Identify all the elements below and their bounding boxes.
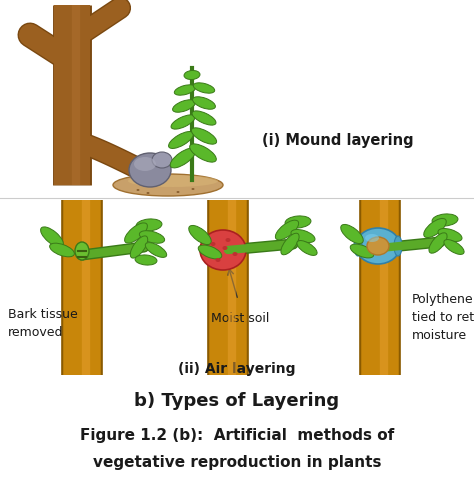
Ellipse shape bbox=[192, 97, 215, 109]
Ellipse shape bbox=[297, 241, 317, 255]
Ellipse shape bbox=[191, 188, 194, 190]
Ellipse shape bbox=[41, 227, 64, 247]
Text: vegetative reproduction in plants: vegetative reproduction in plants bbox=[93, 455, 381, 470]
Ellipse shape bbox=[285, 216, 311, 228]
Ellipse shape bbox=[291, 230, 315, 243]
Ellipse shape bbox=[171, 115, 195, 129]
Ellipse shape bbox=[189, 226, 211, 245]
Ellipse shape bbox=[174, 85, 196, 95]
Ellipse shape bbox=[210, 242, 216, 246]
Ellipse shape bbox=[146, 192, 149, 194]
Ellipse shape bbox=[184, 70, 200, 79]
Ellipse shape bbox=[233, 252, 237, 256]
Ellipse shape bbox=[275, 220, 299, 240]
Ellipse shape bbox=[216, 258, 220, 262]
Ellipse shape bbox=[170, 148, 196, 168]
Text: (i) Mound layering: (i) Mound layering bbox=[262, 132, 414, 147]
Text: Bark tissue
removed: Bark tissue removed bbox=[8, 308, 78, 339]
Ellipse shape bbox=[137, 189, 139, 191]
Ellipse shape bbox=[367, 237, 389, 255]
Ellipse shape bbox=[222, 246, 228, 250]
Ellipse shape bbox=[192, 111, 216, 125]
Ellipse shape bbox=[125, 223, 147, 243]
Ellipse shape bbox=[152, 152, 172, 168]
Ellipse shape bbox=[129, 153, 171, 187]
Ellipse shape bbox=[438, 229, 462, 242]
Ellipse shape bbox=[190, 144, 216, 162]
Text: Figure 1.2 (b):  Artificial  methods of: Figure 1.2 (b): Artificial methods of bbox=[80, 428, 394, 443]
Ellipse shape bbox=[198, 245, 222, 259]
Ellipse shape bbox=[429, 233, 447, 253]
Ellipse shape bbox=[136, 219, 162, 231]
Ellipse shape bbox=[173, 100, 195, 112]
Ellipse shape bbox=[113, 174, 223, 196]
Text: b) Types of Layering: b) Types of Layering bbox=[135, 392, 339, 410]
Ellipse shape bbox=[130, 236, 148, 258]
Ellipse shape bbox=[200, 230, 246, 270]
Ellipse shape bbox=[444, 240, 464, 254]
Ellipse shape bbox=[134, 157, 156, 171]
Ellipse shape bbox=[226, 238, 230, 242]
Ellipse shape bbox=[354, 236, 362, 256]
Ellipse shape bbox=[139, 231, 164, 244]
Ellipse shape bbox=[356, 228, 400, 264]
Ellipse shape bbox=[191, 128, 217, 144]
Ellipse shape bbox=[75, 242, 89, 260]
Ellipse shape bbox=[341, 224, 363, 244]
Ellipse shape bbox=[365, 234, 379, 242]
Text: Moist soil: Moist soil bbox=[211, 312, 269, 325]
Text: Polythene
tied to retain
moisture: Polythene tied to retain moisture bbox=[412, 293, 474, 342]
Ellipse shape bbox=[281, 233, 299, 255]
Ellipse shape bbox=[394, 236, 402, 256]
Ellipse shape bbox=[424, 218, 446, 238]
Ellipse shape bbox=[135, 255, 157, 265]
Ellipse shape bbox=[146, 243, 167, 257]
Ellipse shape bbox=[350, 244, 374, 258]
Ellipse shape bbox=[50, 243, 74, 257]
Text: (ii) Air layering: (ii) Air layering bbox=[178, 362, 296, 376]
Ellipse shape bbox=[169, 131, 193, 148]
Ellipse shape bbox=[193, 83, 215, 93]
Ellipse shape bbox=[128, 175, 218, 187]
Ellipse shape bbox=[432, 214, 458, 226]
Ellipse shape bbox=[176, 191, 180, 193]
